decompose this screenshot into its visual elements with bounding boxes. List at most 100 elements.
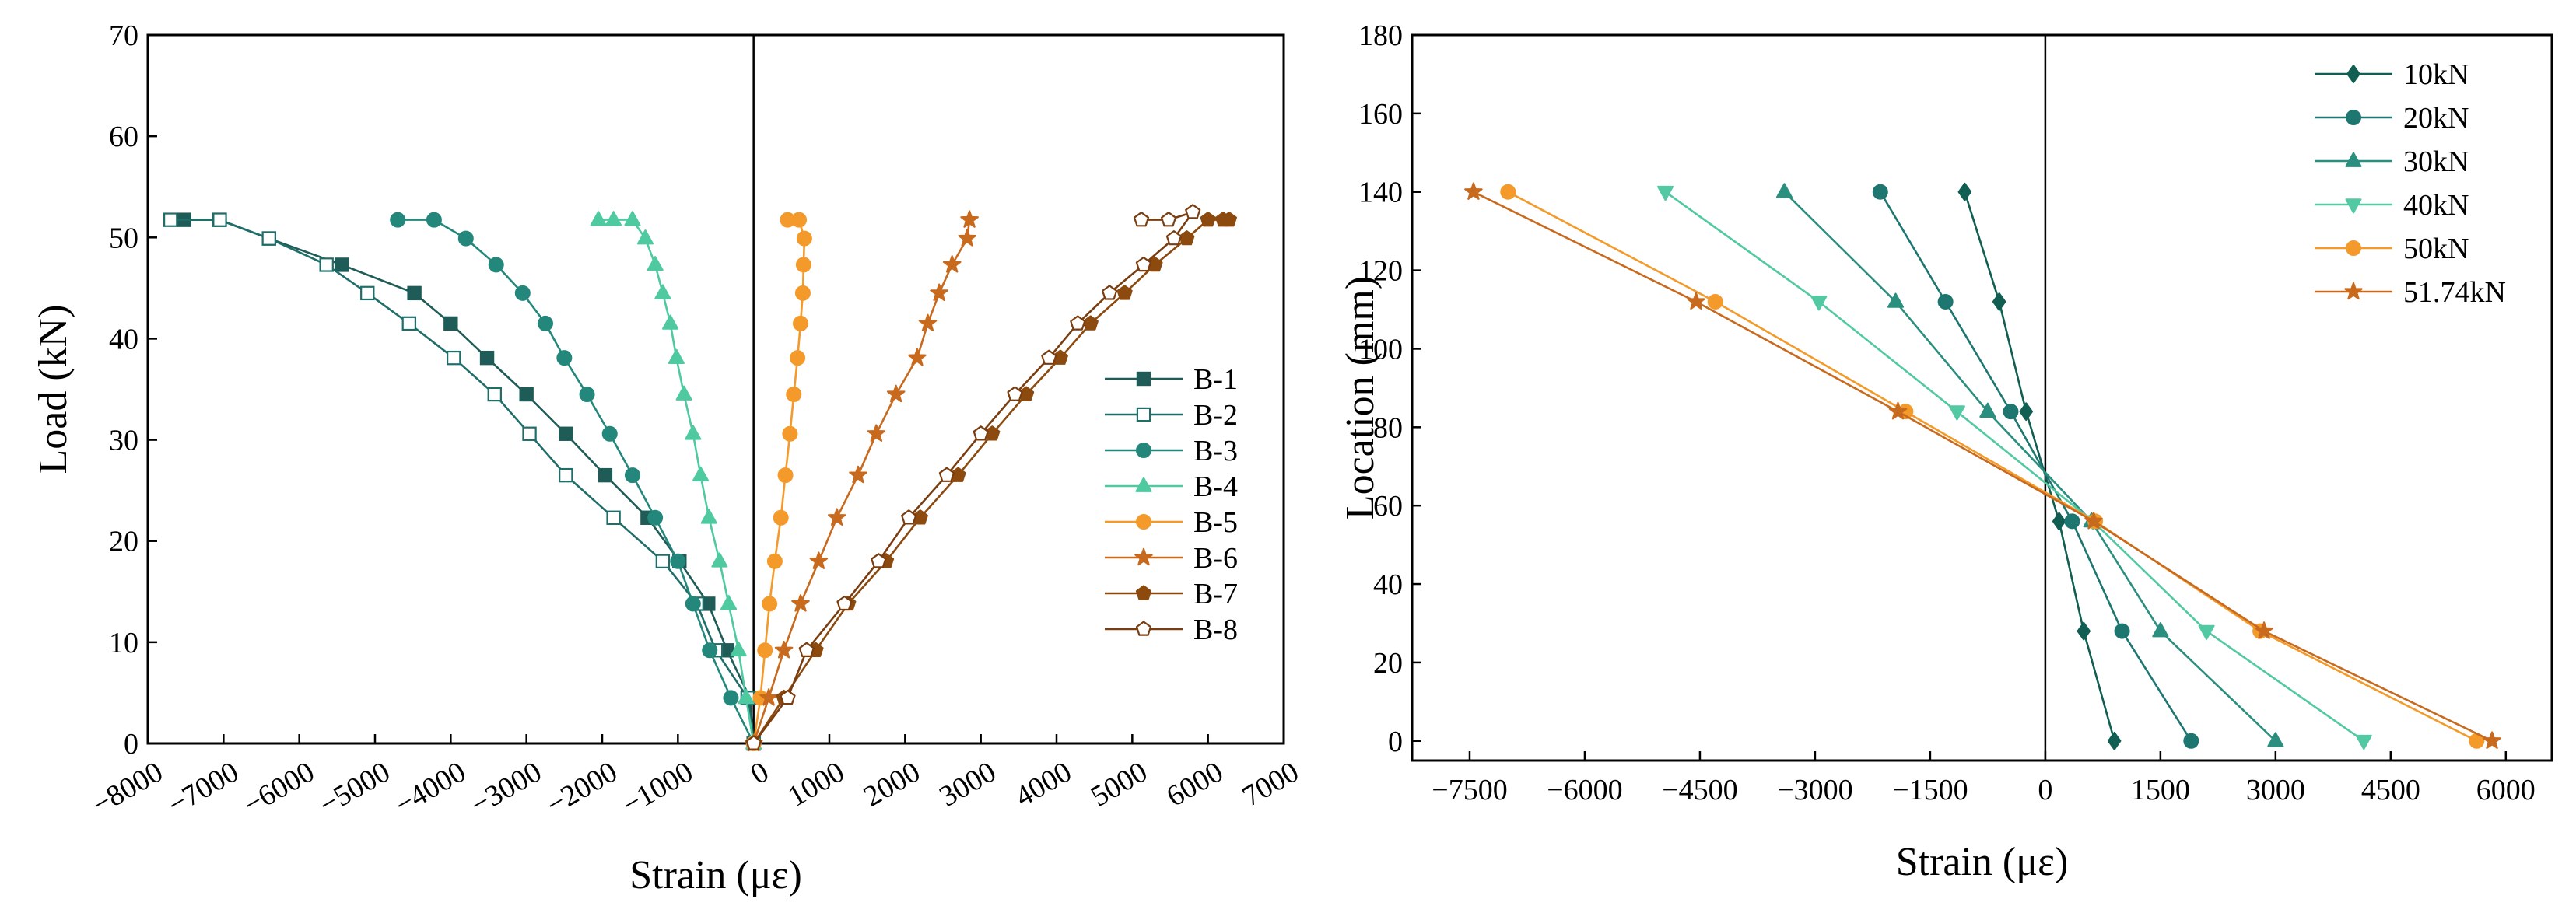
- data-point: [487, 387, 502, 402]
- legend-label: B-3: [1193, 435, 1238, 467]
- x-tick-label: −3000: [1777, 774, 1852, 806]
- x-tick-label: 0: [2038, 774, 2052, 806]
- legend-entry-B-6: B-6: [1105, 542, 1238, 575]
- data-point: [479, 350, 495, 366]
- series-line-B-3: [398, 219, 755, 744]
- legend-entry-50kN: 50kN: [2315, 233, 2469, 265]
- legend-marker: [2346, 240, 2361, 256]
- x-tick-label: −8000: [86, 755, 168, 821]
- data-point: [1979, 402, 1996, 418]
- legend-entry-B-1: B-1: [1105, 363, 1238, 396]
- x-tick-label: 1500: [2131, 774, 2190, 806]
- data-point: [163, 212, 178, 227]
- data-point: [930, 283, 948, 302]
- legend-entry-B-2: B-2: [1105, 399, 1238, 432]
- data-point: [647, 256, 664, 271]
- legend-entry-B-5: B-5: [1105, 506, 1238, 539]
- data-point: [1775, 183, 1793, 198]
- x-tick-label: 6000: [2476, 774, 2536, 806]
- data-point: [447, 350, 461, 366]
- x-tick-label: −6000: [238, 755, 320, 821]
- data-point: [692, 466, 710, 482]
- y-tick-label: 40: [1373, 568, 1403, 601]
- data-point: [720, 594, 738, 610]
- y-tick-label: 60: [109, 121, 138, 153]
- y-tick-label: 180: [1358, 19, 1403, 52]
- data-point: [605, 211, 622, 226]
- x-tick-label: 2000: [858, 755, 926, 813]
- legend-label: B-5: [1193, 506, 1238, 539]
- data-point: [1101, 285, 1118, 300]
- y-tick-label: 80: [1373, 411, 1403, 444]
- data-point: [457, 230, 474, 247]
- series-B-8: [745, 204, 1201, 750]
- data-point: [1041, 349, 1057, 365]
- data-point: [960, 210, 979, 228]
- data-point: [1200, 212, 1216, 227]
- series-line-30kN: [1783, 191, 2276, 742]
- data-point: [1116, 285, 1133, 300]
- data-point: [867, 424, 886, 443]
- series-B-2: [163, 212, 761, 751]
- data-point: [938, 467, 955, 482]
- data-point: [443, 316, 458, 331]
- y-tick-label: 20: [109, 526, 138, 558]
- legend-marker: [2344, 282, 2363, 300]
- legend-marker: [1135, 585, 1152, 600]
- data-point: [590, 211, 607, 226]
- data-point: [1464, 182, 1483, 200]
- y-axis-title: Location (mm): [1338, 276, 1383, 519]
- data-point: [514, 285, 531, 301]
- series-line-B-7: [752, 219, 1229, 744]
- data-point: [836, 595, 853, 611]
- data-point: [261, 231, 276, 246]
- y-tick-label: 10: [109, 627, 138, 659]
- plot-frame: [1411, 33, 2553, 762]
- x-axis-title: Strain (με): [629, 853, 802, 897]
- data-point: [360, 285, 375, 301]
- data-point: [795, 257, 811, 273]
- legend-marker: [2346, 65, 2360, 83]
- series-line-51.74kN: [1473, 191, 2493, 742]
- data-point: [556, 350, 573, 366]
- data-point: [777, 467, 794, 484]
- data-point: [809, 551, 829, 569]
- data-point: [319, 257, 334, 272]
- data-point: [1957, 182, 1972, 201]
- series-line-20kN: [1879, 191, 2192, 742]
- data-point: [654, 284, 671, 299]
- x-tick-label: −7500: [1432, 774, 1507, 806]
- y-tick-label: 160: [1358, 98, 1403, 131]
- legend-label: B-1: [1193, 363, 1238, 396]
- data-point: [973, 425, 989, 441]
- data-point: [782, 425, 798, 442]
- series-line-B-2: [170, 219, 755, 744]
- y-tick-label: 50: [109, 222, 138, 254]
- y-tick-label: 20: [1373, 647, 1403, 680]
- data-point: [1133, 212, 1150, 227]
- x-tick-label: 3000: [2246, 774, 2305, 806]
- x-tick-label: 4000: [1010, 755, 1078, 813]
- data-point: [2355, 734, 2372, 750]
- data-point: [624, 211, 641, 226]
- data-point: [766, 553, 783, 569]
- data-point: [1887, 292, 1905, 308]
- x-tick-label: 6000: [1161, 755, 1228, 813]
- data-point: [685, 596, 701, 612]
- series-B-6: [744, 210, 979, 752]
- data-point: [901, 509, 917, 525]
- legend-marker: [1136, 371, 1151, 387]
- data-point: [942, 255, 962, 273]
- data-point: [793, 315, 809, 331]
- data-point: [2019, 402, 2033, 422]
- y-tick-label: 40: [109, 323, 138, 355]
- data-point: [407, 285, 422, 301]
- legend-marker: [2345, 152, 2362, 167]
- data-point: [711, 552, 728, 568]
- x-tick-label: 0: [745, 755, 774, 791]
- data-point: [798, 642, 815, 658]
- series-20kN: [1872, 184, 2199, 749]
- legend-label: B-8: [1193, 614, 1238, 646]
- series-40kN: [1657, 185, 2372, 750]
- data-point: [559, 426, 573, 441]
